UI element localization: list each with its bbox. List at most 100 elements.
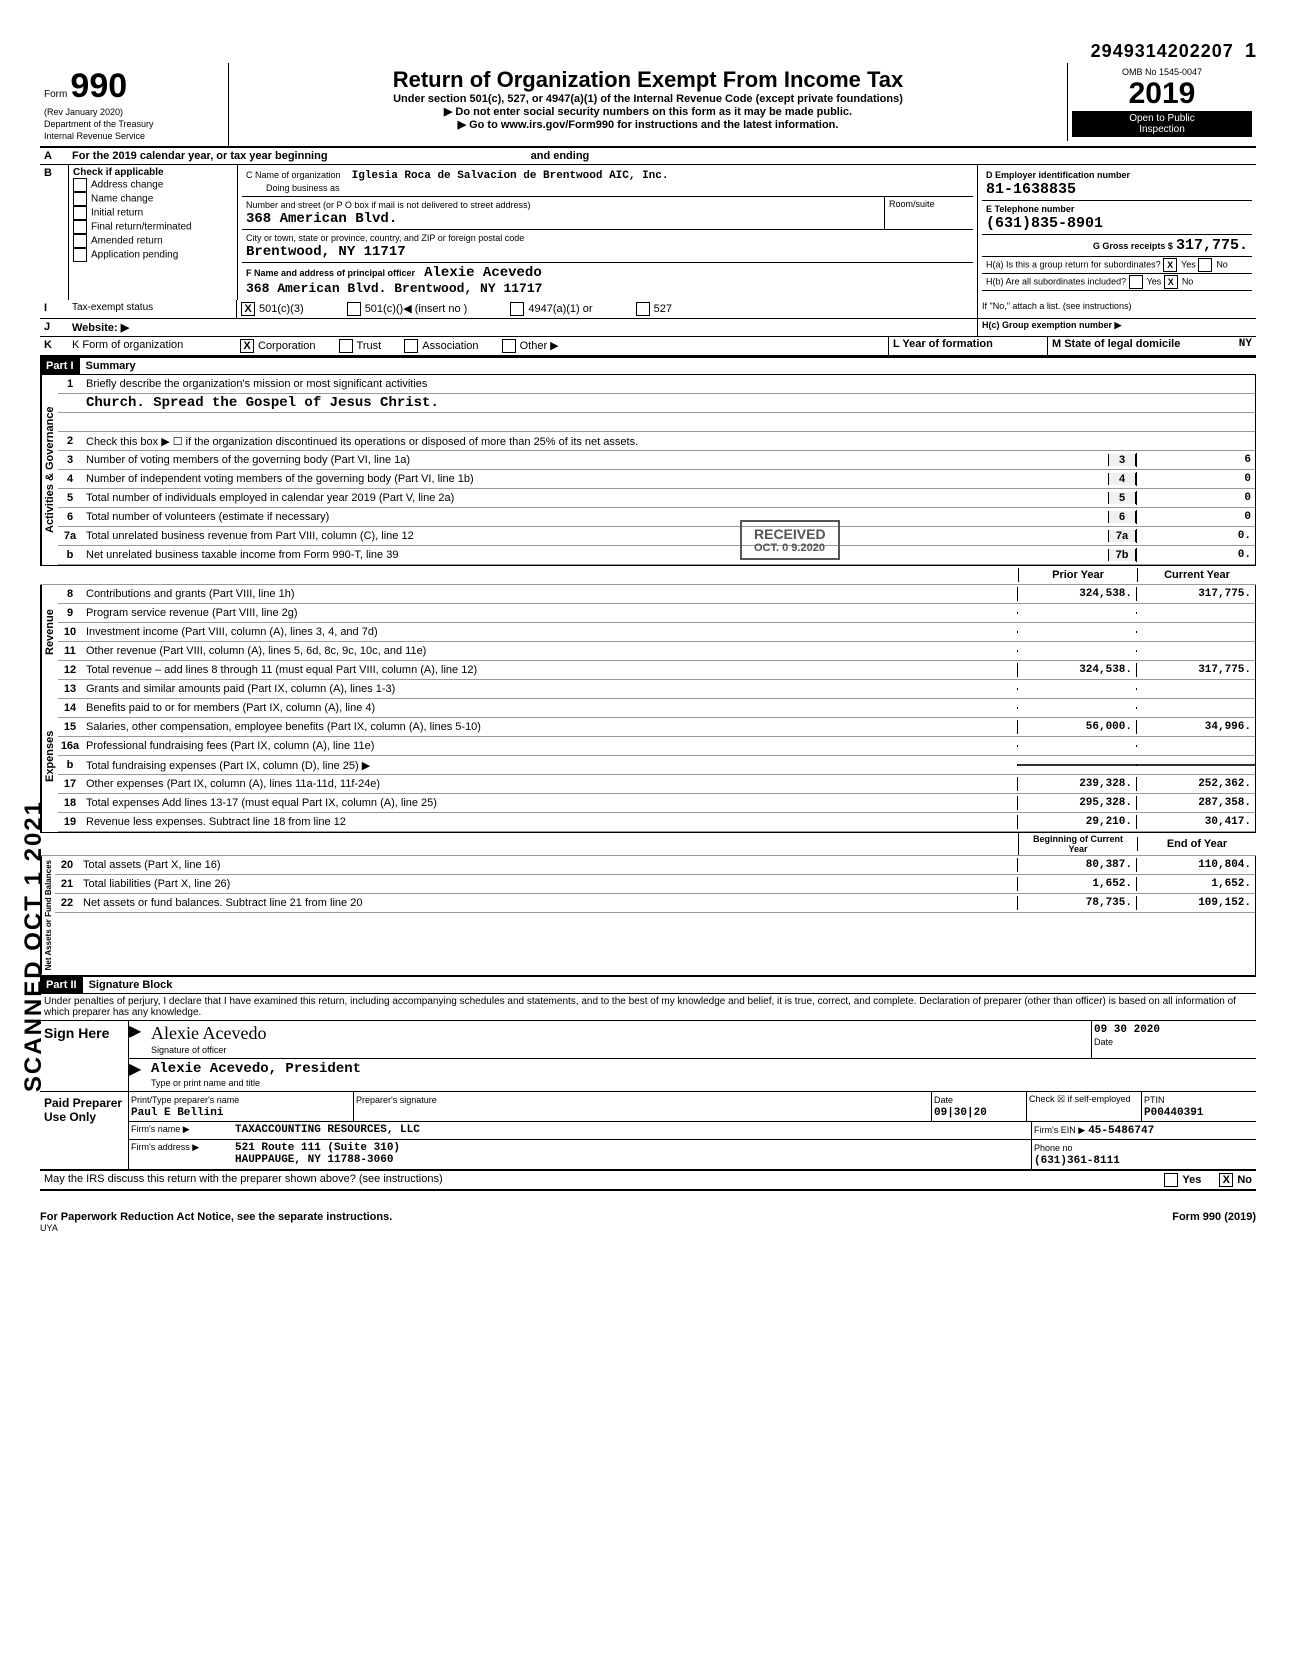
l17-desc: Other expenses (Part IX, column (A), lin… xyxy=(82,777,1017,791)
ha-no: No xyxy=(1216,259,1228,269)
l19-current: 30,417. xyxy=(1136,815,1255,829)
l12-prior: 324,538. xyxy=(1017,663,1136,677)
l9-current xyxy=(1136,612,1255,614)
ha-label: H(a) Is this a group return for subordin… xyxy=(986,259,1161,269)
l5-val: 0 xyxy=(1136,491,1255,505)
app-pending-checkbox[interactable] xyxy=(73,248,87,262)
l9-prior xyxy=(1017,612,1136,614)
4947-checkbox[interactable] xyxy=(510,302,524,316)
501c3-checkbox[interactable]: X xyxy=(241,302,255,316)
l12-current: 317,775. xyxy=(1136,663,1255,677)
l7b-desc: Net unrelated business taxable income fr… xyxy=(82,548,1108,562)
sign-here: Sign Here ▶ Alexie Acevedo Signature of … xyxy=(40,1021,1256,1092)
form-number: 990 xyxy=(70,67,127,105)
ptin: P00440391 xyxy=(1144,1107,1203,1119)
received-stamp: RECEIVED OCT. 0 9.2020 xyxy=(740,520,840,560)
l13-current xyxy=(1136,688,1255,690)
l10-desc: Investment income (Part VIII, column (A)… xyxy=(82,625,1017,639)
firm-name: TAXACCOUNTING RESOURCES, LLC xyxy=(233,1122,1031,1139)
gross-receipts: 317,775. xyxy=(1176,237,1248,254)
l20-desc: Total assets (Part X, line 16) xyxy=(79,858,1017,872)
l14-current xyxy=(1136,707,1255,709)
corp-checkbox[interactable]: X xyxy=(240,339,254,353)
g-label: G Gross receipts $ xyxy=(1093,241,1173,251)
527-checkbox[interactable] xyxy=(636,302,650,316)
amended-checkbox[interactable] xyxy=(73,234,87,248)
name-change-checkbox[interactable] xyxy=(73,192,87,206)
addr-change-checkbox[interactable] xyxy=(73,178,87,192)
l15-desc: Salaries, other compensation, employee b… xyxy=(82,720,1017,734)
l3-val: 6 xyxy=(1136,453,1255,467)
l16a-prior xyxy=(1017,745,1136,747)
insert-no: )◀ (insert no ) xyxy=(400,303,468,315)
l14-prior xyxy=(1017,707,1136,709)
discuss-yes-checkbox[interactable] xyxy=(1164,1173,1178,1187)
opt-assoc: Association xyxy=(422,340,478,352)
l7a-val: 0. xyxy=(1136,529,1255,543)
opt-527: 527 xyxy=(654,303,672,315)
opt-initial: Initial return xyxy=(91,208,143,219)
l8-prior: 324,538. xyxy=(1017,587,1136,601)
col-headers-1: Prior Year Current Year xyxy=(40,565,1256,585)
line-j: J Website: ▶ H(c) Group exemption number… xyxy=(40,319,1256,337)
main-title: Return of Organization Exempt From Incom… xyxy=(237,67,1059,93)
hb-no: No xyxy=(1182,276,1194,286)
opt-trust: Trust xyxy=(357,340,382,352)
col-begin: Beginning of Current Year xyxy=(1018,833,1137,855)
opt-pending: Application pending xyxy=(91,250,178,261)
l15-current: 34,996. xyxy=(1136,720,1255,734)
l19-desc: Revenue less expenses. Subtract line 18 … xyxy=(82,815,1017,829)
ptin-label: PTIN xyxy=(1144,1095,1165,1105)
city: Brentwood, NY 11717 xyxy=(246,244,406,260)
h-note: If "No," attach a list. (see instruction… xyxy=(982,301,1131,311)
l20-begin: 80,387. xyxy=(1017,858,1136,872)
discuss-no-checkbox[interactable]: X xyxy=(1219,1173,1233,1187)
line-i: I Tax-exempt status X501(c)(3) 501(c)()◀… xyxy=(40,300,1256,319)
trust-checkbox[interactable] xyxy=(339,339,353,353)
l18-desc: Total expenses Add lines 13-17 (must equ… xyxy=(82,796,1017,810)
header-line2: ▶ Do not enter social security numbers o… xyxy=(237,105,1059,118)
l11-prior xyxy=(1017,650,1136,652)
501c-checkbox[interactable] xyxy=(347,302,361,316)
e-label: E Telephone number xyxy=(986,204,1074,214)
initial-return-checkbox[interactable] xyxy=(73,206,87,220)
hb-no-checkbox[interactable]: X xyxy=(1164,275,1178,289)
paid-preparer: Paid Preparer Use Only Print/Type prepar… xyxy=(40,1092,1256,1171)
opt-final: Final return/terminated xyxy=(91,222,192,233)
firm-name-label: Firm's name ▶ xyxy=(129,1122,233,1139)
other-checkbox[interactable] xyxy=(502,339,516,353)
l20-end: 110,804. xyxy=(1136,858,1255,872)
ha-yes-checkbox[interactable]: X xyxy=(1163,258,1177,272)
header-left: Form 990 (Rev January 2020) Department o… xyxy=(40,63,229,146)
opt-corp: Corporation xyxy=(258,340,315,352)
governance-section: Activities & Governance 1Briefly describ… xyxy=(40,375,1256,565)
officer-addr: 368 American Blvd. Brentwood, NY 11717 xyxy=(246,281,542,296)
l7b-val: 0. xyxy=(1136,548,1255,562)
firm-ein-label: Firm's EIN ▶ xyxy=(1034,1125,1085,1135)
room-label: Room/suite xyxy=(884,197,973,229)
assoc-checkbox[interactable] xyxy=(404,339,418,353)
final-return-checkbox[interactable] xyxy=(73,220,87,234)
l6-desc: Total number of volunteers (estimate if … xyxy=(82,510,1108,524)
discuss-no: No xyxy=(1237,1174,1252,1186)
prep-date: 09|30|20 xyxy=(934,1107,987,1119)
omb: OMB No 1545-0047 xyxy=(1072,67,1252,77)
dba-label: Doing business as xyxy=(266,183,340,193)
l16a-current xyxy=(1136,745,1255,747)
paid-label: Paid Preparer Use Only xyxy=(40,1092,129,1169)
opt-4947: 4947(a)(1) or xyxy=(528,303,592,315)
dln: 2949314202207 xyxy=(1091,41,1234,61)
col-current: Current Year xyxy=(1137,568,1256,582)
officer-print-name: Alexie Acevedo, President xyxy=(151,1061,361,1077)
l19-prior: 29,210. xyxy=(1017,815,1136,829)
l22-desc: Net assets or fund balances. Subtract li… xyxy=(79,896,1017,910)
l16b-desc: Total fundraising expenses (Part IX, col… xyxy=(82,758,1017,773)
firm-ein: 45-5486747 xyxy=(1088,1125,1154,1137)
line2-text: Check this box ▶ ☐ if the organization d… xyxy=(82,434,1255,449)
governance-label: Activities & Governance xyxy=(41,375,58,565)
ha-no-checkbox[interactable] xyxy=(1198,258,1212,272)
m-label: M State of legal domicile xyxy=(1052,338,1180,350)
prep-date-label: Date xyxy=(934,1095,953,1105)
hb-yes-checkbox[interactable] xyxy=(1129,275,1143,289)
street: 368 American Blvd. xyxy=(246,211,397,227)
